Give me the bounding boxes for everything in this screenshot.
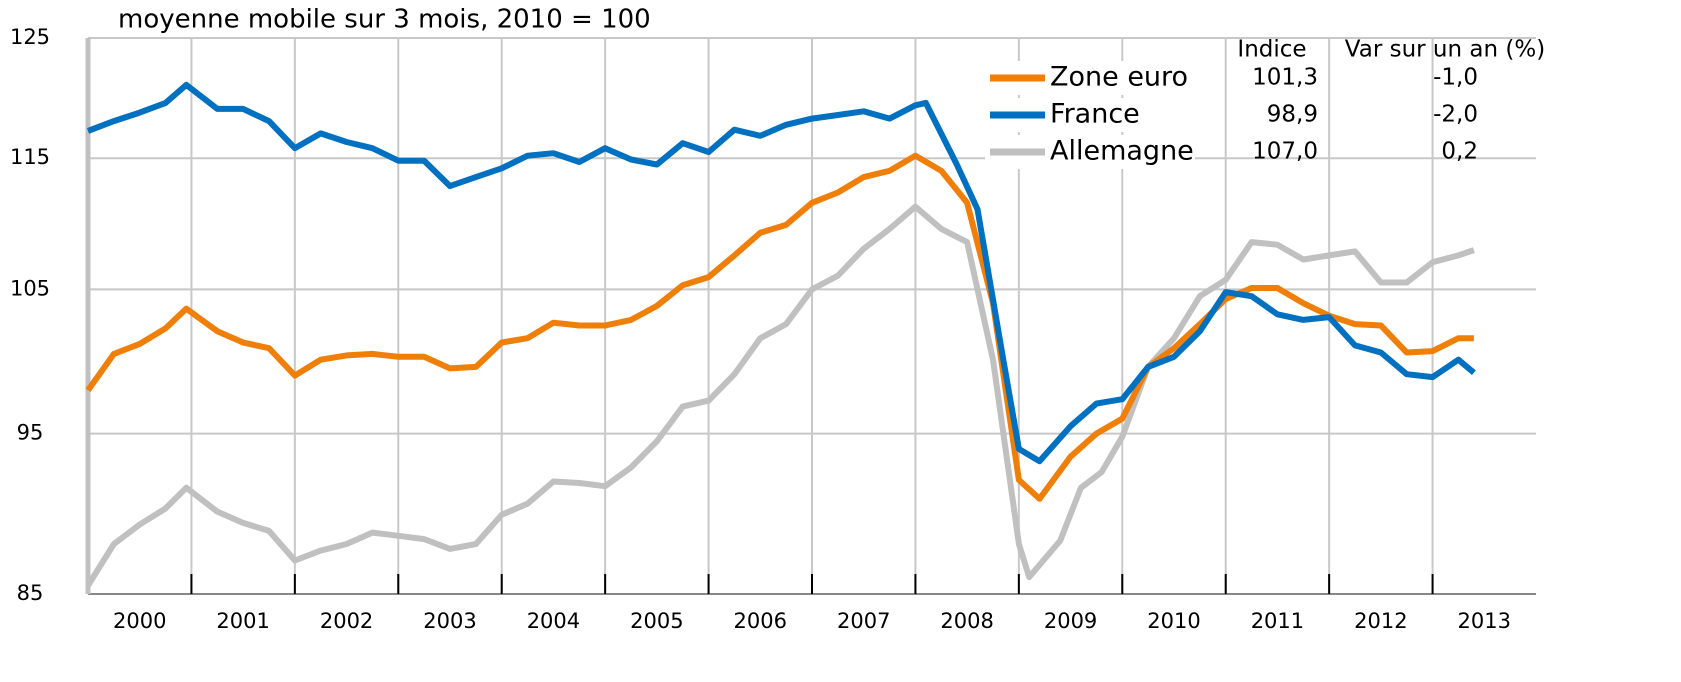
series-line	[86, 81, 1476, 465]
x-tick-label: 2010	[1147, 609, 1200, 633]
table-cell: 107,0	[1252, 139, 1318, 165]
x-tick-label: 2000	[113, 609, 166, 633]
x-tick-label: 2006	[734, 609, 787, 633]
table-cell: 98,9	[1267, 102, 1318, 128]
chart-subtitle: moyenne mobile sur 3 mois, 2010 = 100	[118, 5, 651, 35]
legend-label: Allemagne	[1050, 136, 1194, 167]
table-cell: 0,2	[1441, 139, 1478, 165]
table-header: Var sur un an (%)	[1345, 37, 1545, 63]
table-cell: -1,0	[1433, 65, 1478, 91]
y-tick-label: 95	[17, 421, 44, 445]
x-tick-label: 2003	[423, 609, 476, 633]
y-tick-label: 125	[10, 25, 50, 49]
table-header: Indice	[1237, 37, 1306, 63]
x-tick-label: 2002	[320, 609, 373, 633]
x-tick-label: 2011	[1251, 609, 1304, 633]
series-line	[85, 152, 1474, 502]
x-tick-label: 2005	[630, 609, 683, 633]
x-tick-label: 2001	[216, 609, 269, 633]
table-cell: 101,3	[1252, 65, 1318, 91]
x-tick-label: 2004	[527, 609, 580, 633]
x-tick-label: 2007	[837, 609, 890, 633]
legend-label: Zone euro	[1050, 62, 1188, 93]
series-line	[85, 203, 1475, 588]
table-cell: -2,0	[1433, 102, 1478, 128]
y-tick-label: 115	[10, 145, 50, 169]
x-tick-label: 2009	[1044, 609, 1097, 633]
y-tick-label: 105	[10, 276, 50, 300]
x-tick-label: 2013	[1458, 609, 1511, 633]
x-tick-label: 2008	[940, 609, 993, 633]
x-tick-label: 2012	[1354, 609, 1407, 633]
legend-label: France	[1050, 99, 1140, 130]
y-tick-label: 85	[17, 581, 44, 605]
